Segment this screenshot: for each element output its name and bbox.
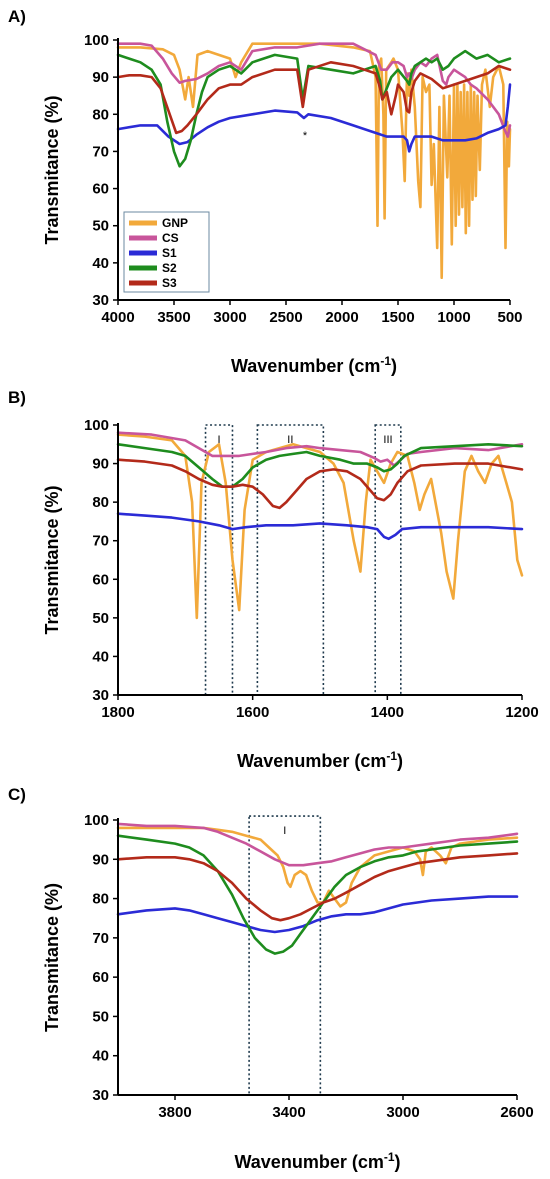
y-tick-label: 80 [92,891,109,908]
y-tick-label: 90 [92,456,109,473]
y-tick-label: 80 [92,494,109,511]
y-tick-label: 30 [92,1087,109,1104]
y-tick-label: 100 [84,32,109,49]
x-tick-label: 1600 [236,704,269,721]
x-tick-label: 1200 [505,704,538,721]
series-line-s1 [116,895,519,934]
panel-label: A) [8,7,26,26]
y-tick-label: 100 [84,812,109,829]
y-tick-label: 90 [92,851,109,868]
series-line-s1 [116,83,512,153]
series-line-cs [116,822,519,867]
y-tick-label: 30 [92,687,109,704]
y-tick-label: 40 [92,255,109,272]
legend-label-s1: S1 [162,246,177,260]
y-axis-label: Transmitance (%) [42,883,62,1032]
region-label: II [287,434,293,446]
x-tick-label: 3800 [158,1104,191,1121]
series-line-s3 [116,852,519,922]
y-tick-label: 40 [92,1048,109,1065]
legend-label-cs: CS [162,231,179,245]
x-tick-label: 1400 [371,704,404,721]
x-tick-label: 3400 [272,1104,305,1121]
legend-label-s2: S2 [162,261,177,275]
series-line-s2 [116,834,519,955]
x-tick-label: 4000 [101,309,134,326]
x-tick-label: 2000 [325,309,358,326]
annotation-asterisk: * [303,130,308,142]
y-tick-label: 70 [92,930,109,947]
y-tick-label: 70 [92,533,109,550]
region-box [374,424,402,696]
x-tick-label: 2500 [269,309,302,326]
y-axis-label: Transmitance (%) [42,485,62,634]
y-tick-label: 80 [92,106,109,123]
x-tick-label: 1000 [437,309,470,326]
legend-label-gnp: GNP [162,216,188,230]
x-tick-label: 3000 [213,309,246,326]
y-tick-label: 70 [92,143,109,160]
x-axis-label: Wavenumber (cm-1) [237,749,403,771]
panel-a: A) 30 40 50 60 70 80 90 100 4000 3500 3000 2500 2000 1… [8,7,523,376]
region-box [256,424,325,696]
series-line-cs [116,42,512,138]
series-line-gnp [116,42,512,279]
x-axis-label: Wavenumber (cm-1) [231,354,397,376]
legend-label-s3: S3 [162,276,177,290]
x-tick-label: 1800 [101,704,134,721]
y-tick-label: 60 [92,969,109,986]
series-line-s2 [116,49,512,168]
series-line-s1 [116,512,524,541]
region-box [248,815,322,1096]
y-tick-label: 50 [92,610,109,627]
panel-c: C) I 30 40 50 60 70 80 90 100 3800 3400 3000 2600 Wave… [8,785,534,1172]
series-line-s3 [116,61,512,135]
region-box [204,424,234,696]
series-line-s3 [116,458,524,510]
y-tick-label: 60 [92,571,109,588]
y-tick-label: 40 [92,648,109,665]
panel-label: C) [8,785,26,804]
y-tick-label: 60 [92,181,109,198]
series-line-s2 [116,443,524,488]
region-label: I [217,434,220,446]
x-tick-label: 3000 [386,1104,419,1121]
y-tick-label: 90 [92,69,109,86]
x-tick-label: 2600 [500,1104,533,1121]
x-tick-label: 3500 [157,309,190,326]
y-tick-label: 100 [84,417,109,434]
panel-label: B) [8,388,26,407]
region-label: I [283,825,286,837]
x-axis-label: Wavenumber (cm-1) [234,1150,400,1172]
y-tick-label: 50 [92,218,109,235]
y-axis-label: Transmitance (%) [42,95,62,244]
x-tick-label: 1500 [381,309,414,326]
region-label: III [383,434,392,446]
y-tick-label: 50 [92,1008,109,1025]
series-line-gnp [116,433,524,620]
x-tick-label: 500 [497,309,522,326]
y-tick-label: 30 [92,292,109,309]
